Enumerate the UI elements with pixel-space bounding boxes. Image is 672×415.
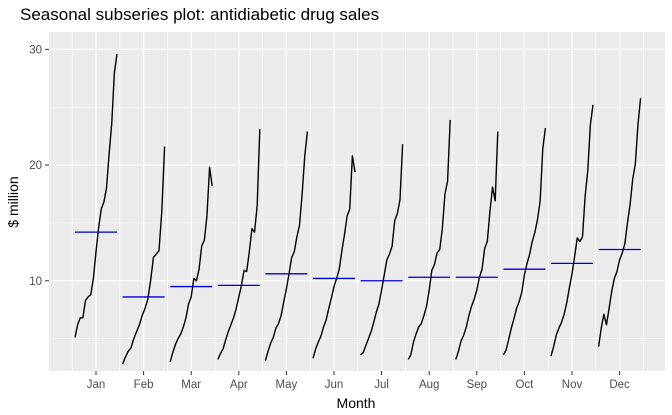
subseries-line-feb	[121, 146, 166, 365]
subseries-line-mar	[169, 166, 213, 362]
x-tick-label-jul: Jul	[374, 379, 389, 391]
chart-title: Seasonal subseries plot: antidiabetic dr…	[20, 5, 379, 24]
x-tick-label-may: May	[276, 379, 298, 391]
x-tick-label-apr: Apr	[230, 379, 248, 391]
subseries-line-dec	[597, 97, 642, 347]
x-axis-title: Month	[337, 395, 376, 411]
subseries-line-apr	[217, 129, 261, 360]
y-tick-label: 10	[29, 276, 42, 288]
mean-lines	[75, 231, 641, 298]
subseries-line-oct	[502, 127, 547, 356]
series-lines	[74, 53, 642, 365]
subseries-line-jul	[360, 144, 404, 356]
y-axis-title: $ million	[5, 176, 21, 227]
x-tick-label-jan: Jan	[87, 379, 106, 391]
x-tick-label-mar: Mar	[181, 379, 201, 391]
x-tick-label-jun: Jun	[325, 379, 344, 391]
x-tick-label-oct: Oct	[515, 379, 534, 391]
y-tick-label: 20	[29, 160, 42, 172]
subseries-line-aug	[407, 119, 451, 360]
subseries-line-may	[264, 131, 309, 361]
x-tick-label-nov: Nov	[562, 379, 583, 391]
x-axis: Jan Feb Mar Apr May Jun Jul Aug Sep Oct Nov Dec	[87, 371, 630, 391]
x-tick-label-dec: Dec	[609, 379, 630, 391]
y-tick-label: 30	[29, 44, 42, 56]
subseries-line-nov	[550, 104, 594, 357]
grid-lines	[49, 32, 665, 371]
x-tick-label-aug: Aug	[419, 379, 439, 391]
x-tick-label-feb: Feb	[134, 379, 154, 391]
plot-panel	[49, 32, 665, 371]
subseries-line-jan	[74, 53, 118, 338]
subseries-line-jun	[312, 155, 356, 359]
subseries-line-sep	[455, 131, 499, 360]
x-tick-label-sep: Sep	[467, 379, 487, 391]
y-axis: 10 20 30	[29, 44, 49, 288]
